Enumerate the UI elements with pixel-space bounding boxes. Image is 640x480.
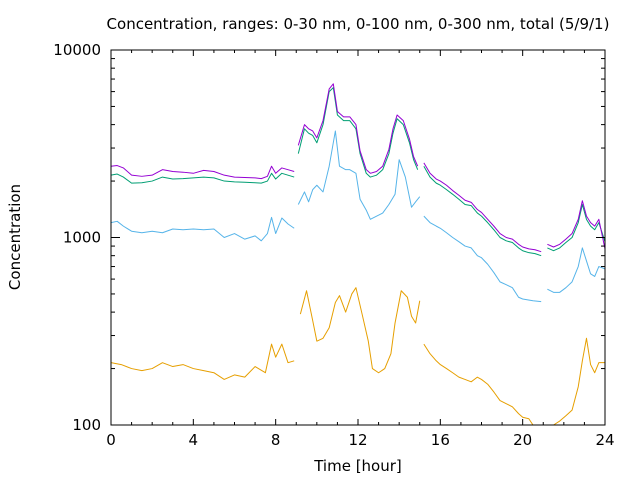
plot-frame [110,49,606,426]
series-line-4-segment-2 [297,83,419,174]
y-tick-label: 10000 [53,41,101,59]
x-tick-label: 16 [431,431,450,449]
x-tick-label: 20 [513,431,532,449]
y-axis: 100 1000 10000 [53,41,605,434]
x-tick-label: 12 [348,431,367,449]
series-line-2-segment-3 [423,215,542,303]
x-axis: 0 4 8 12 16 20 24 [106,50,615,449]
x-axis-label: Time [hour] [313,457,402,475]
x-tick-label: 4 [189,431,199,449]
series-line-1-segment-4 [547,337,605,426]
series-line-2-segment-1 [110,216,295,242]
series-line-3-segment-2 [297,87,419,178]
series-line-1-segment-1 [110,343,295,380]
series-line-3-segment-4 [547,203,606,252]
series-line-4-segment-4 [547,200,606,249]
series-line-2-segment-2 [297,130,421,220]
x-tick-label: 0 [106,431,116,449]
y-tick-label: 100 [72,416,101,434]
x-tick-label: 24 [595,431,614,449]
y-tick-label: 1000 [63,229,101,247]
y-axis-label: Concentration [6,184,24,290]
series-line-1-segment-3 [423,343,534,426]
chart-title: Concentration, ranges: 0-30 nm, 0-100 nm… [107,15,610,33]
series-line-4-segment-1 [110,165,295,180]
plot-series [110,83,606,426]
series-line-4-segment-3 [423,162,542,253]
series-line-2-segment-4 [547,247,606,293]
x-tick-label: 8 [271,431,281,449]
series-line-1-segment-2 [299,287,421,374]
series-line-3-segment-3 [423,165,542,257]
series-line-3-segment-1 [110,172,295,184]
